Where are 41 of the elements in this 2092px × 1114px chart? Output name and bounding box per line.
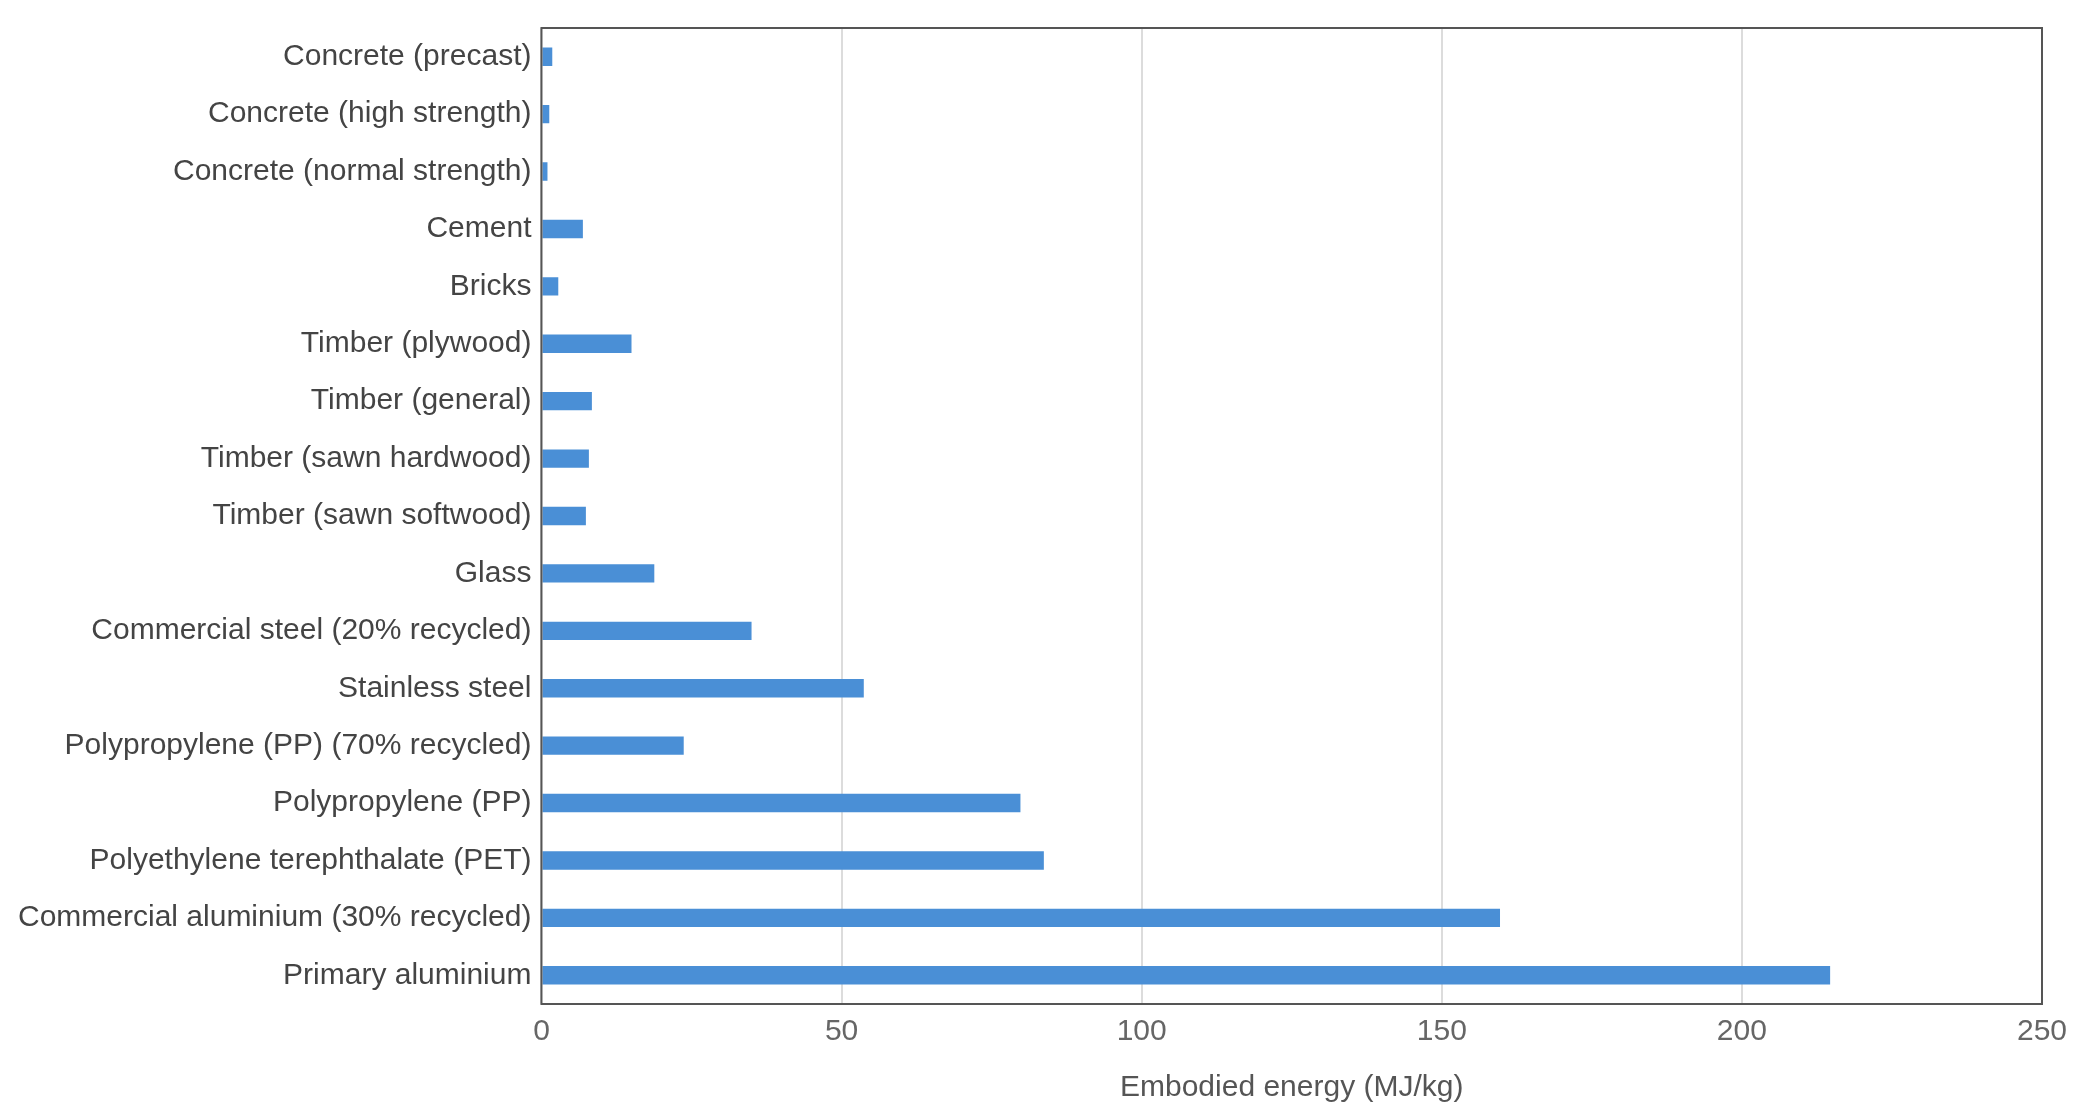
bar: [542, 679, 864, 698]
y-tick-label: Commercial steel (20% recycled): [91, 612, 532, 646]
bar: [542, 966, 1831, 985]
y-tick-label: Polypropylene (PP): [273, 784, 532, 818]
x-tick-label: 250: [2016, 1013, 2068, 1047]
bar: [542, 47, 553, 66]
y-tick-label: Timber (sawn softwood): [212, 497, 532, 531]
bar: [542, 449, 589, 468]
y-tick-label: Cement: [426, 210, 533, 244]
bar: [542, 334, 632, 353]
bar: [542, 219, 583, 239]
bar: [542, 506, 586, 526]
y-tick-label: Concrete (normal strength): [172, 152, 532, 186]
y-tick-label: Stainless steel: [338, 669, 532, 703]
y-tick-label: Timber (plywood): [300, 325, 532, 359]
y-tick-label: Polypropylene (PP) (70% recycled): [64, 726, 532, 760]
bar: [542, 736, 684, 755]
bar: [542, 104, 550, 124]
y-tick-label: Primary aluminium: [283, 956, 532, 990]
y-tick-label: Polyethylene terephthalate (PET): [89, 841, 532, 875]
x-tick-label: 0: [533, 1013, 550, 1047]
y-tick-label: Bricks: [449, 267, 532, 301]
bar: [542, 564, 655, 583]
x-tick-label: 100: [1116, 1013, 1167, 1047]
y-tick-label: Timber (general): [310, 382, 532, 416]
bar: [542, 277, 559, 296]
x-tick-label: 200: [1716, 1013, 1767, 1047]
y-tick-label: Concrete (precast): [283, 37, 532, 71]
bar: [542, 621, 752, 641]
y-tick-label: Concrete (high strength): [207, 95, 532, 129]
x-tick-label: 150: [1416, 1013, 1467, 1047]
x-tick-label: 50: [824, 1013, 859, 1047]
x-axis-title: Embodied energy (MJ/kg): [1119, 1069, 1464, 1103]
bar: [542, 391, 592, 411]
bar: [542, 162, 548, 181]
bar: [542, 908, 1501, 928]
y-tick-label: Commercial aluminium (30% recycled): [17, 899, 532, 933]
bar: [542, 851, 1044, 870]
y-tick-label: Glass: [454, 554, 532, 588]
y-tick-label: Timber (sawn hardwood): [200, 439, 532, 473]
bar: [542, 793, 1021, 813]
